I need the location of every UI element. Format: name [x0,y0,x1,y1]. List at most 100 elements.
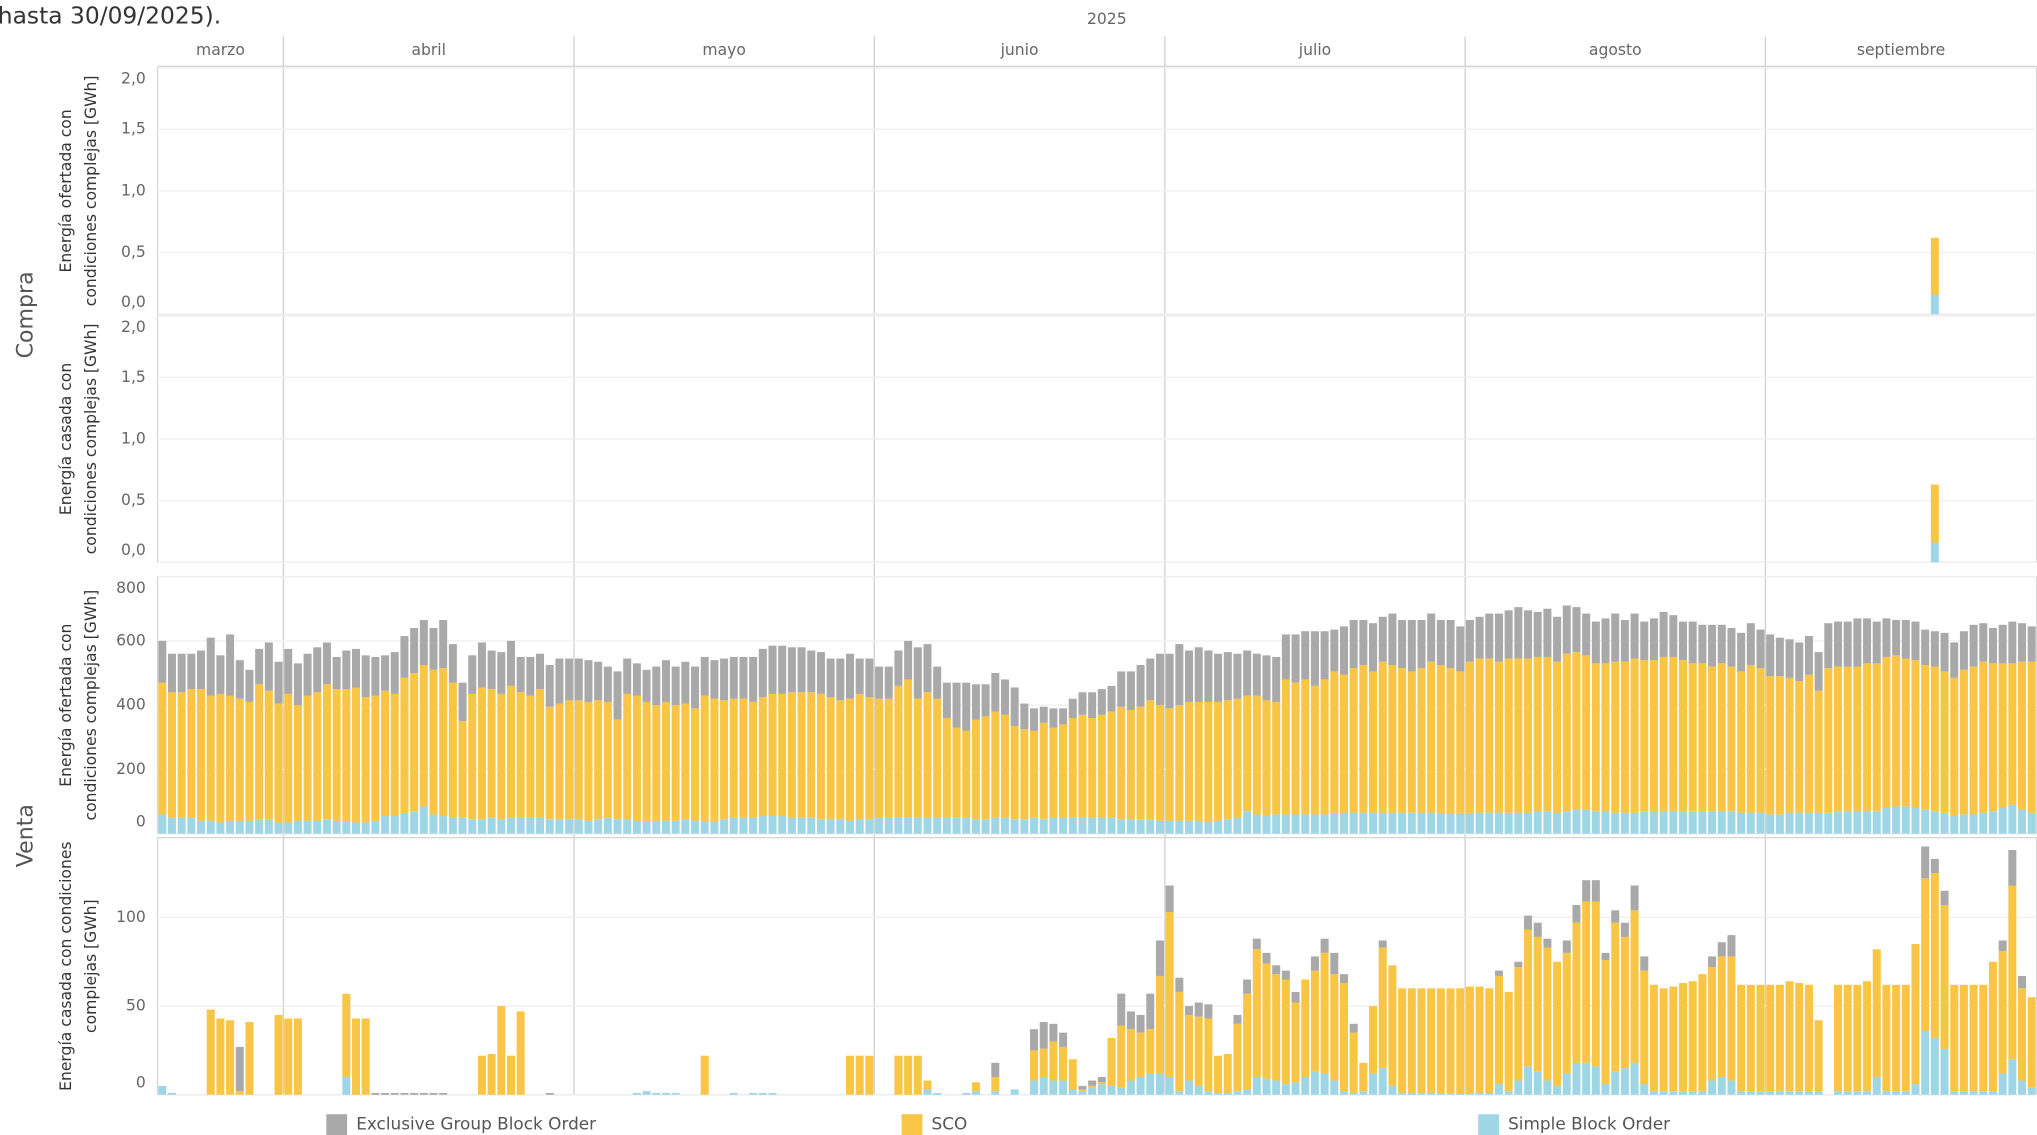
bar-segment [1514,658,1523,813]
bar-segment [1194,820,1203,834]
bar-segment [652,1092,661,1095]
bar-segment [1630,1062,1639,1095]
bar-segment [1398,1092,1407,1095]
bar-segment [1204,650,1213,702]
bar-segment [1620,936,1629,1069]
bar-segment [1407,671,1416,813]
bar-segment [768,816,777,834]
bar-segment [1611,922,1620,1072]
bar-segment [913,647,922,699]
bar-segment [991,711,1000,818]
bar-segment [1233,653,1242,699]
bar-segment [1310,1071,1319,1095]
bar-segment [1252,1077,1261,1095]
bar-segment [1504,991,1513,1092]
bar-segment [632,663,641,696]
bar-segment [826,697,835,820]
bar-segment [206,695,215,821]
legend-label: SCO [931,1114,967,1134]
bar-segment [894,817,903,834]
bar-segment [1679,621,1688,661]
bar-segment [1427,988,1436,1093]
bar-segment [1078,1085,1087,1090]
bar-segment [1165,885,1174,913]
bar-segment [1136,706,1145,820]
bar-segment [1814,690,1823,813]
bar-segment [1185,820,1194,834]
bar-segment [1950,984,1959,1092]
bar-segment [807,692,816,818]
bar-segment [1669,986,1678,1092]
bar-segment [1853,1091,1862,1095]
bar-segment [1475,658,1484,813]
bar-segment [1988,663,1997,812]
bar-segment [1330,952,1339,975]
y-tick-label: 1,0 [121,429,146,447]
y-axis-title: condiciones complejas [GWh] [82,590,100,821]
bar-segment [1407,988,1416,1093]
bar-segment [1233,1023,1242,1092]
y-tick-label: 0 [136,1074,146,1092]
bar-segment [1281,970,1290,980]
bar-segment [1068,1059,1077,1090]
bar-segment [167,653,176,693]
y-tick-label: 1,5 [121,120,146,138]
bar-segment [894,685,903,818]
bar-segment [1959,631,1968,670]
bar-segment [710,698,719,821]
bar-segment [1339,1091,1348,1095]
bar-segment [235,1091,244,1095]
bar-segment [1146,1073,1155,1095]
bar-segment [1446,988,1455,1093]
bar-segment [1930,542,1939,563]
bar-segment [1330,812,1339,834]
bar-segment [1940,671,1949,813]
bar-segment [1097,689,1106,715]
bar-segment [1097,1084,1106,1095]
bar-segment [1669,1091,1678,1095]
bar-segment [177,692,186,818]
bar-segment [855,1055,864,1095]
bar-segment [1998,808,2007,834]
bar-segment [1882,984,1891,1092]
bar-segment [555,658,564,704]
bar-segment [1136,1014,1145,1033]
bar-segment [1436,619,1445,665]
bar-segment [2018,661,2027,810]
bar-segment [1126,1029,1135,1081]
bar-segment [1359,1091,1368,1095]
bar-segment [352,822,361,834]
bar-segment [952,817,961,834]
bar-segment [1272,656,1281,702]
bar-segment [410,673,419,812]
bar-segment [1882,808,1891,834]
bar-segment [894,650,903,686]
bar-segment [1950,816,1959,834]
bar-segment [865,819,874,834]
bar-segment [1369,623,1378,672]
bar-segment [1185,1080,1194,1095]
bar-segment [1388,1085,1397,1095]
bar-segment [1533,1071,1542,1095]
bar-segment [700,1055,709,1095]
bar-segment [352,648,361,688]
bar-segment [1717,624,1726,664]
bar-segment [1785,812,1794,834]
bar-segment [1388,664,1397,813]
bar-segment [1911,808,1920,834]
bar-segment [1485,658,1494,813]
bar-segment [1785,677,1794,813]
bar-segment [1843,984,1852,1092]
bar-segment [1921,878,1930,1031]
bar-segment [1301,679,1310,815]
bar-segment [2027,997,2036,1088]
bar-segment [1388,613,1397,665]
bar-segment [1833,621,1842,667]
bar-segment [1417,812,1426,834]
bar-segment [197,689,206,821]
bar-segment [1039,1077,1048,1095]
bar-segment [1146,993,1155,1030]
bar-segment [797,692,806,818]
bar-segment [1262,700,1271,817]
